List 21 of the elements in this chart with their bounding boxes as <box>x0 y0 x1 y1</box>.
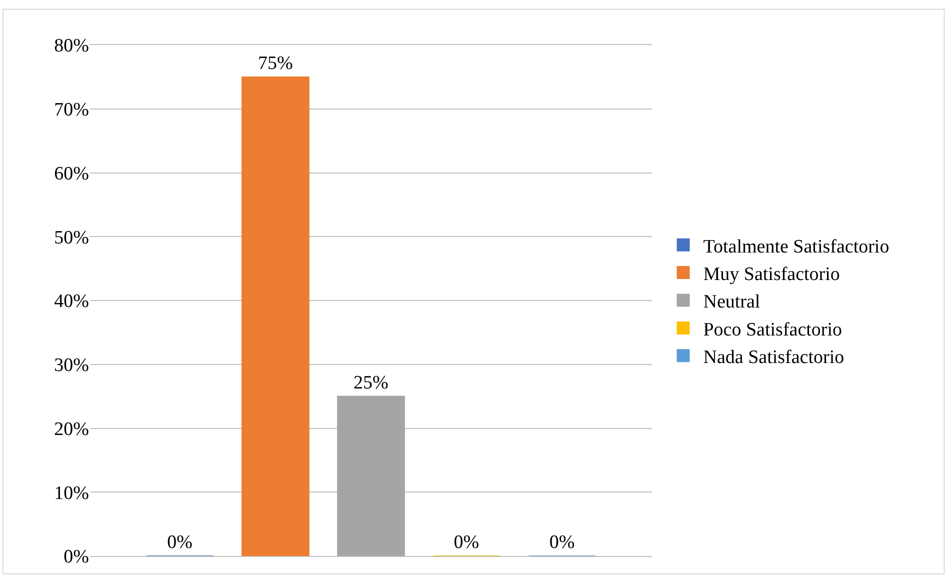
legend-label: Totalmente Satisfactorio <box>703 236 890 258</box>
legend-label: Neutral <box>703 292 760 313</box>
data-label: 75% <box>258 52 293 74</box>
y-tick-label: 50% <box>54 227 90 248</box>
y-tick-label: 10% <box>54 482 90 504</box>
data-label: 0% <box>454 532 480 553</box>
y-tick-label: 70% <box>54 100 90 121</box>
legend-label: Muy Satisfactorio <box>703 264 840 285</box>
y-tick-label: 20% <box>54 418 90 440</box>
data-label: 0% <box>549 532 575 553</box>
bar <box>242 76 310 556</box>
data-label: 0% <box>167 532 193 553</box>
y-tick-label: 60% <box>54 163 90 184</box>
bar <box>337 396 405 556</box>
y-tick-label: 30% <box>54 355 90 376</box>
y-tick-label: 40% <box>54 291 90 312</box>
data-label: 25% <box>354 372 388 394</box>
y-tick-label: 0% <box>64 546 90 568</box>
legend-label: Poco Satisfactorio <box>703 319 842 340</box>
y-tick-label: 80% <box>54 36 90 57</box>
legend-label: Nada Satisfactorio <box>703 347 844 368</box>
